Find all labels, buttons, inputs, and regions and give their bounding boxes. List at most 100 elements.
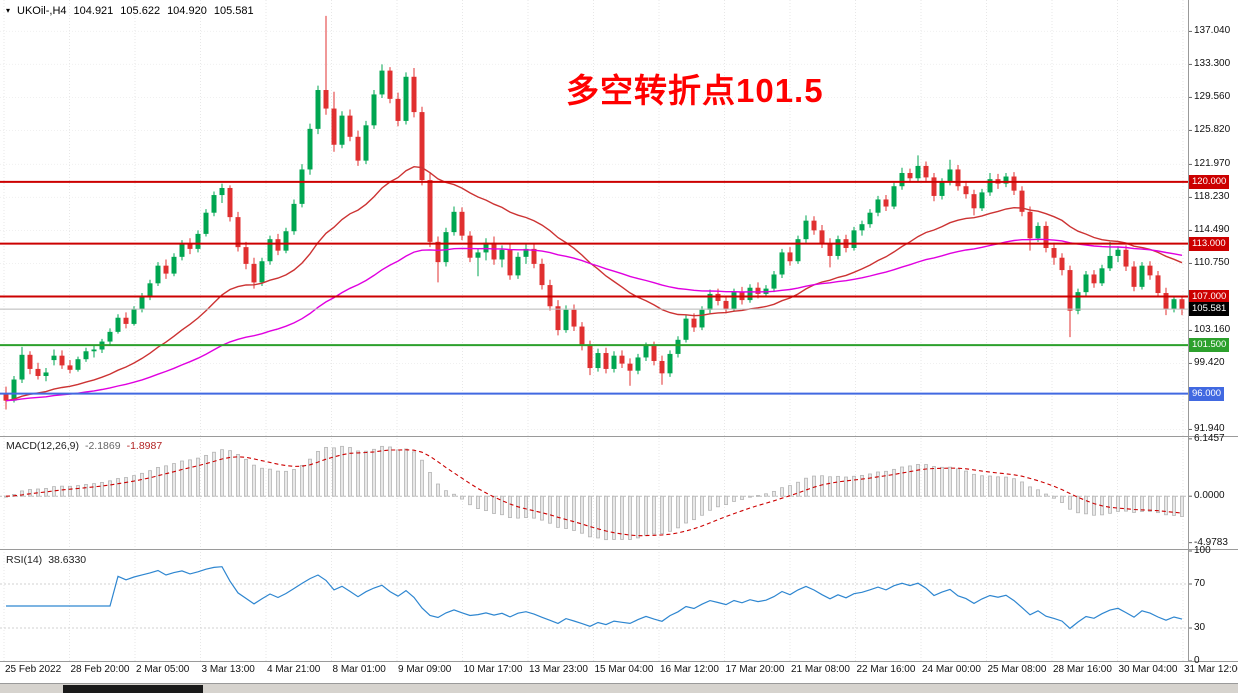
macd-histogram-bar	[388, 446, 392, 497]
candle-body	[747, 287, 753, 301]
macd-histogram-bar	[332, 447, 336, 497]
macd-histogram-bar	[340, 445, 344, 497]
candle-body	[43, 372, 49, 376]
candle-body	[1027, 211, 1033, 239]
candle-body	[915, 165, 921, 179]
candle-body	[139, 296, 145, 309]
candle-body	[707, 293, 713, 310]
candle-body	[219, 187, 225, 196]
candle-body	[971, 194, 977, 209]
macd-histogram-bar	[684, 495, 688, 524]
macd-histogram-bar	[116, 478, 120, 497]
macd-histogram-bar	[948, 466, 952, 497]
candle-body	[731, 292, 737, 309]
candle-body	[699, 309, 705, 328]
candle-body	[195, 233, 201, 249]
macd-histogram-bar	[260, 467, 264, 497]
rsi-line	[6, 566, 1183, 630]
candle-body	[635, 357, 641, 371]
candle-body	[1091, 274, 1097, 284]
candle-body	[1067, 270, 1073, 311]
macd-histogram-bar	[996, 476, 1000, 497]
candle-body	[643, 345, 649, 358]
candle-body	[571, 309, 577, 327]
macd-histogram-bar	[940, 466, 944, 497]
macd-histogram-bar	[428, 472, 432, 497]
candle-body	[579, 326, 585, 346]
macd-histogram-bar	[884, 470, 888, 497]
rsi-value: 38.6330	[48, 554, 87, 566]
candle-body	[11, 379, 17, 401]
horizontal-scrollbar[interactable]	[0, 683, 1238, 693]
macd-histogram-bar	[724, 495, 728, 506]
candle-body	[251, 263, 257, 283]
candle-body	[1035, 225, 1041, 239]
candle-body	[683, 318, 689, 340]
candle-body	[387, 70, 393, 99]
candle-body	[395, 98, 401, 121]
candle-body	[867, 212, 873, 225]
macd-histogram-bar	[1036, 489, 1040, 497]
macd-histogram-bar	[140, 472, 144, 497]
candle-body	[67, 365, 73, 370]
candle-body	[659, 360, 665, 374]
candle-body	[563, 309, 569, 331]
candle-body	[427, 180, 433, 242]
macd-histogram-bar	[276, 470, 280, 497]
candle-body	[187, 243, 193, 249]
macd-histogram-bar	[148, 470, 152, 497]
ma-fast-line	[5, 165, 1183, 402]
candle-body	[59, 355, 65, 366]
macd-histogram-bar	[932, 466, 936, 497]
candle-body	[1075, 292, 1081, 311]
symbol-info: ▾ UKOil-,H4 104.921 105.622 104.920 105.…	[6, 5, 254, 17]
candle-body	[819, 230, 825, 244]
macd-histogram-bar	[708, 495, 712, 511]
macd-histogram-bar	[540, 495, 544, 521]
macd-histogram-bar	[356, 450, 360, 497]
macd-histogram-bar	[892, 468, 896, 497]
macd-histogram-bar	[404, 448, 408, 497]
macd-histogram-bar	[532, 495, 536, 519]
candle-body	[51, 355, 57, 361]
candle-body	[531, 248, 537, 264]
macd-histogram-bar	[468, 495, 472, 506]
object-marker-icon: ▾	[6, 6, 11, 15]
candle-body	[499, 249, 505, 260]
candle-body	[755, 287, 761, 294]
candle-body	[163, 265, 169, 274]
candle-body	[907, 172, 913, 179]
macd-histogram-bar	[636, 495, 640, 539]
macd-histogram-bar	[300, 465, 304, 497]
macd-histogram-bar	[804, 477, 808, 497]
macd-histogram-bar	[1012, 478, 1016, 497]
candle-body	[235, 217, 241, 248]
candle-body	[1107, 255, 1113, 269]
ohlc-high: 105.622	[120, 5, 161, 17]
macd-label-text: MACD(12,26,9)	[6, 440, 79, 452]
candle-body	[587, 345, 593, 369]
candle-body	[891, 186, 897, 207]
macd-histogram-bar	[772, 490, 776, 497]
macd-histogram-bar	[1172, 495, 1176, 516]
candle-body	[1147, 265, 1153, 276]
macd-histogram-bar	[716, 495, 720, 508]
macd-histogram-bar	[620, 495, 624, 540]
annotation-text[interactable]: 多空转折点101.5	[566, 72, 824, 109]
macd-histogram-bar	[668, 495, 672, 532]
candle-body	[1051, 248, 1057, 258]
candle-body	[107, 331, 113, 342]
scrollbar-thumb[interactable]	[63, 685, 203, 693]
macd-histogram-bar	[420, 459, 424, 497]
candle-body	[1003, 176, 1009, 184]
candle-body	[515, 256, 521, 276]
candle-body	[1011, 176, 1017, 191]
candle-body	[1179, 299, 1185, 310]
candle-body	[851, 230, 857, 249]
macd-histogram-bar	[1164, 495, 1168, 516]
candle-body	[347, 115, 353, 137]
rsi-indicator-label: RSI(14) 38.6330	[6, 554, 86, 566]
macd-histogram-bar	[908, 465, 912, 497]
candle-body	[467, 235, 473, 258]
